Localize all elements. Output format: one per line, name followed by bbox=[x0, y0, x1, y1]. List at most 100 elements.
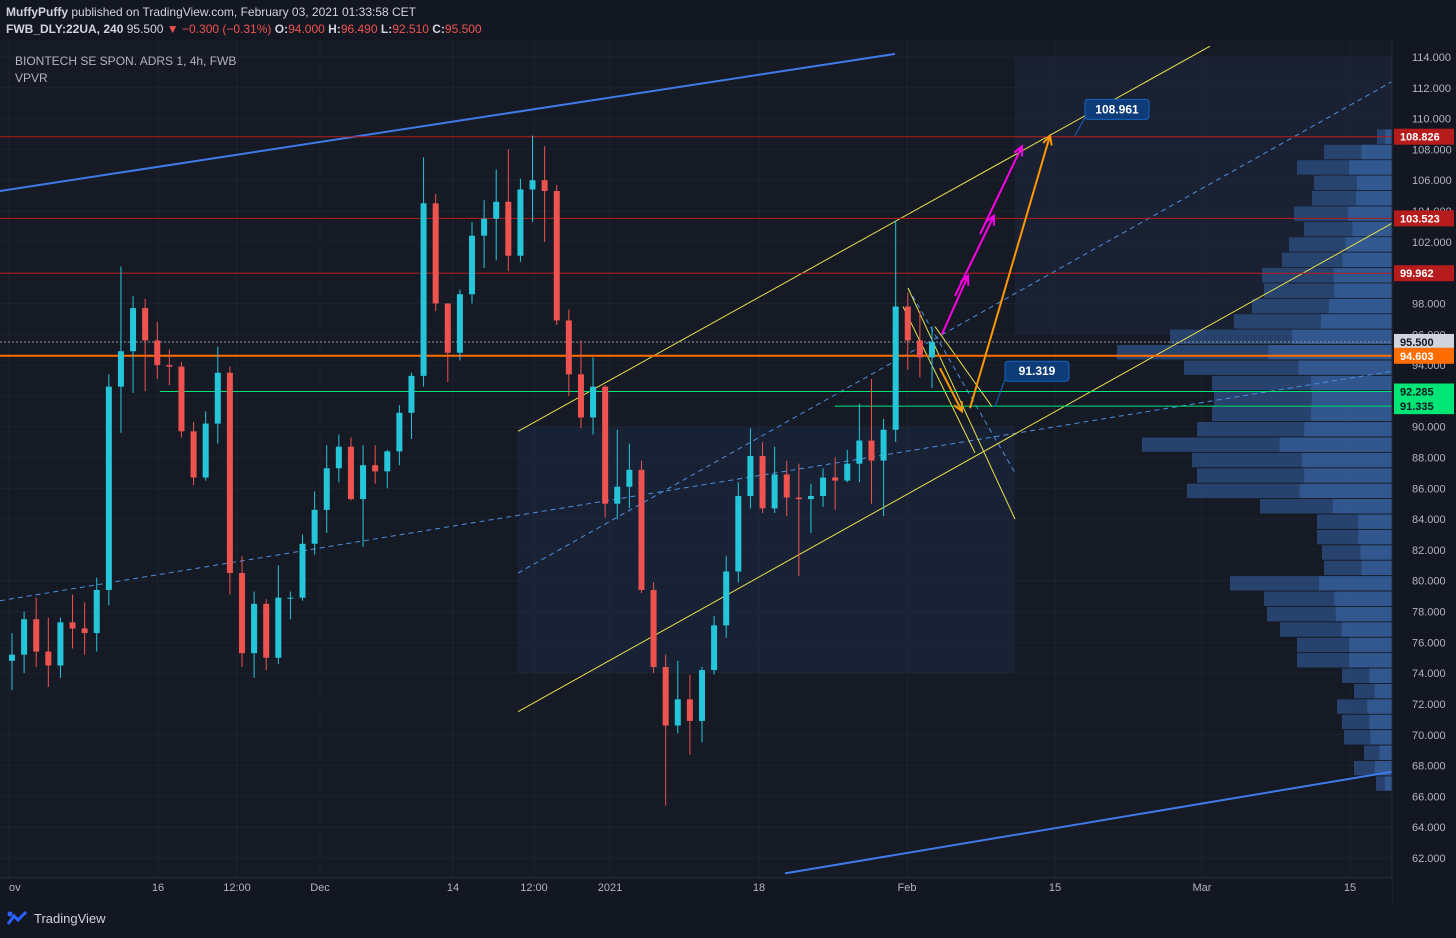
price-tick: 110.000 bbox=[1412, 114, 1451, 126]
volume-profile-bar-up bbox=[1292, 329, 1392, 345]
candle-body bbox=[820, 477, 827, 497]
candle-body bbox=[420, 203, 427, 376]
brand-name: TradingView bbox=[34, 910, 106, 926]
open-value: 94.000 bbox=[288, 22, 325, 36]
price-label-box bbox=[1394, 347, 1454, 364]
price-tick: 102.000 bbox=[1412, 237, 1452, 249]
price-callout-text: 91.319 bbox=[1019, 364, 1056, 378]
highlight-box bbox=[518, 426, 1015, 674]
candle-body bbox=[517, 189, 524, 256]
candle-body bbox=[916, 340, 923, 358]
price-label-box bbox=[1394, 128, 1454, 145]
chart-legend: BIONTECH SE SPON. ADRS 1, 4h, FWB VPVR bbox=[15, 53, 236, 87]
candle-body bbox=[565, 320, 572, 375]
candle-body bbox=[844, 463, 851, 481]
candle-body bbox=[481, 218, 488, 236]
published-text: published on TradingView.com, February 0… bbox=[71, 5, 417, 19]
price-label: 99.962 bbox=[1400, 268, 1434, 280]
forecast-arrow-orange-head bbox=[1042, 133, 1053, 146]
price-callout bbox=[1004, 360, 1070, 382]
price-label: 94.603 bbox=[1400, 351, 1434, 363]
candle-body bbox=[81, 628, 88, 634]
time-tick: ov bbox=[9, 882, 21, 894]
price-tick: 76.000 bbox=[1412, 637, 1446, 649]
price-tick: 68.000 bbox=[1412, 761, 1446, 773]
candle-body bbox=[263, 603, 270, 658]
candle-body bbox=[226, 372, 233, 574]
volume-profile-bar-up bbox=[1311, 391, 1392, 406]
legend-indicator[interactable]: VPVR bbox=[15, 71, 48, 85]
price-label-box bbox=[1394, 265, 1454, 282]
chart-area[interactable]: 108.961 91.319 62.000 64.000 66.000 68.000 70.… bbox=[0, 40, 1456, 902]
time-tick: 12:00 bbox=[223, 882, 251, 894]
candle-body bbox=[735, 496, 742, 572]
upper-trendline bbox=[0, 52, 896, 193]
callout-pointer bbox=[1074, 117, 1086, 136]
candle-body bbox=[202, 423, 209, 478]
candle-body bbox=[469, 235, 475, 295]
callout-pointer bbox=[994, 379, 1006, 407]
volume-profile-bar-up bbox=[1311, 375, 1392, 391]
volume-profile-bar-up bbox=[1356, 175, 1392, 191]
price-label: 92.285 bbox=[1400, 386, 1434, 398]
candle-body bbox=[638, 469, 645, 590]
time-axis bbox=[0, 878, 1392, 902]
candle-body bbox=[105, 386, 112, 590]
price-tick: 70.000 bbox=[1412, 730, 1446, 742]
volume-profile-bar-up bbox=[1311, 406, 1392, 422]
volume-profile-bar-up bbox=[1361, 144, 1392, 160]
price-label-box bbox=[1394, 398, 1454, 415]
candle-body bbox=[45, 651, 52, 666]
candle-body bbox=[759, 455, 766, 509]
candle-body bbox=[577, 374, 584, 418]
candle-body bbox=[384, 451, 391, 472]
price-tick: 72.000 bbox=[1412, 699, 1446, 711]
candle-body bbox=[650, 589, 657, 667]
time-tick: 15 bbox=[1344, 882, 1356, 894]
candle-body bbox=[178, 366, 185, 432]
candle-body bbox=[892, 306, 899, 430]
price-tick: 74.000 bbox=[1412, 668, 1446, 680]
volume-profile-bar-up bbox=[1341, 622, 1392, 637]
candle-body bbox=[868, 440, 875, 461]
volume-profile-bar-up bbox=[1374, 683, 1392, 699]
candle-body bbox=[880, 429, 887, 461]
price-tick: 82.000 bbox=[1412, 545, 1446, 557]
wedge-line bbox=[902, 306, 976, 454]
low-value: 92.510 bbox=[392, 22, 429, 36]
candle-body bbox=[590, 386, 597, 418]
price-tick: 98.000 bbox=[1412, 298, 1446, 310]
high-value: 96.490 bbox=[340, 22, 378, 36]
volume-profile-bar-up bbox=[1369, 714, 1392, 730]
candle-body bbox=[929, 341, 935, 358]
forecast-arrow-magenta bbox=[941, 275, 969, 335]
tradingview-logo[interactable]: TradingView bbox=[6, 910, 106, 926]
volume-profile-bar-up bbox=[1384, 776, 1392, 791]
volume-profile-bar-up bbox=[1356, 191, 1392, 206]
price-tick: 106.000 bbox=[1412, 175, 1452, 187]
price-chart[interactable]: 108.961 91.319 62.000 64.000 66.000 68.000 70.… bbox=[0, 40, 1456, 902]
volume-profile-bar-up bbox=[1370, 730, 1392, 745]
candle-body bbox=[142, 308, 149, 341]
price-callout-text: 108.961 bbox=[1095, 102, 1139, 116]
volume-profile-bar-up bbox=[1379, 745, 1392, 760]
candle-body bbox=[686, 699, 693, 721]
volume-profile-bar-up bbox=[1342, 252, 1392, 268]
candle-body bbox=[783, 474, 790, 498]
volume-profile-bar-up bbox=[1298, 360, 1392, 375]
lower-trendline bbox=[784, 770, 1393, 875]
volume-profile-bar-up bbox=[1352, 221, 1392, 237]
candle-body bbox=[154, 340, 161, 366]
low-label: L: bbox=[380, 22, 393, 36]
candle-body bbox=[275, 597, 282, 658]
volume-profile-bar-up bbox=[1358, 514, 1392, 529]
candle-body bbox=[130, 308, 137, 352]
time-tick: 2021 bbox=[598, 882, 622, 894]
author-name[interactable]: MuffyPuffy bbox=[6, 5, 68, 19]
volume-profile-bar-up bbox=[1279, 437, 1392, 452]
candle-body bbox=[662, 666, 669, 726]
candle-body bbox=[541, 180, 548, 192]
candle-body bbox=[711, 625, 718, 671]
price-label: 103.523 bbox=[1400, 213, 1440, 225]
tradingview-icon bbox=[6, 910, 28, 925]
